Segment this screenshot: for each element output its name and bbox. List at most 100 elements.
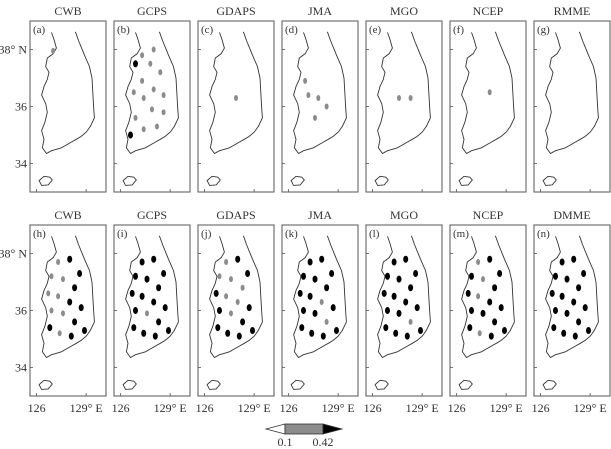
coastline [41,31,95,155]
panel-tag: (b) [117,24,130,36]
panel: GCPS (b) [113,4,191,193]
station-marker [156,318,162,326]
island-outline [458,379,473,390]
station-marker [586,327,591,334]
station-marker [78,304,84,312]
lat-tick-label: 38° N [0,43,27,57]
station-marker [481,276,485,283]
station-marker [151,255,157,263]
station-marker [49,307,54,314]
panel: MGO (e) [365,4,443,193]
panel-title: CWB [54,4,81,18]
station-marker [403,298,409,306]
station-marker [246,304,252,312]
station-marker [301,272,306,280]
panel-frame [281,224,359,397]
station-marker [408,284,414,292]
panel-tag: (d) [285,24,298,36]
coastline [545,31,599,155]
station-marker [397,95,401,101]
station-marker [158,69,163,76]
station-marker [553,307,558,314]
coastline [377,31,431,155]
lon-tick-label: 126 [28,401,46,415]
colorbar-mid [284,423,324,435]
island-outline [542,175,557,186]
station-marker [56,293,61,300]
station-marker [161,109,166,116]
station-marker [487,298,493,306]
station-marker [549,289,555,297]
panel: MGO (l) [365,208,443,397]
station-marker [229,310,233,317]
station-marker [334,327,339,334]
station-marker [133,114,138,121]
station-marker [393,329,399,337]
station-marker [571,255,577,263]
station-marker [403,255,409,263]
panel-frame [281,20,359,193]
station-marker [476,259,481,265]
station-marker [61,310,65,317]
station-marker [571,298,577,306]
panel-frame [533,20,611,193]
station-marker [306,92,311,99]
station-marker [313,114,317,121]
colorbar-high-end [322,423,344,435]
station-marker [245,270,251,277]
island-outline [374,175,389,186]
station-marker [82,327,87,334]
coastline [545,235,599,359]
panel-tag: (g) [537,24,550,36]
lat-tick-label: 34 [15,361,27,375]
island-outline [206,379,221,390]
station-marker [497,270,503,277]
colorbar-label: 0.1 [278,435,293,449]
station-marker [330,304,336,312]
station-marker [418,327,423,334]
lon-tick-label: 129° E [154,401,187,415]
coastline [125,235,179,359]
station-marker [128,131,133,139]
island-outline [38,175,53,186]
station-marker [140,52,145,59]
station-marker [404,332,410,340]
station-marker [299,324,305,332]
station-marker [72,318,78,326]
station-marker [151,298,157,306]
coastline [461,31,515,155]
station-marker [476,293,481,300]
panel-tag: (f) [453,24,464,36]
lat-tick-label: 36 [15,304,27,318]
coastline [461,235,515,359]
station-marker [391,292,397,300]
panel-frame [29,224,107,397]
station-marker [488,332,494,340]
panel-title: NCEP [473,208,504,222]
station-marker [140,77,145,84]
panel-title: GCPS [137,4,167,18]
panel-frame [365,20,443,193]
station-marker [150,106,154,113]
lon-tick-label: 129° E [70,401,103,415]
axis-labels: 38° N 36 34 38° N 36 34 126 129° E 126 129° E 126 1… [0,43,607,416]
station-marker [234,95,238,101]
station-marker [166,327,171,334]
station-marker [217,273,222,280]
station-marker [61,276,65,283]
station-marker [576,318,582,326]
panel-frame [29,20,107,193]
panel-tag: (c) [201,24,214,36]
station-marker [551,324,557,332]
station-marker [487,89,492,96]
panel: GDAPS (j) [197,208,275,397]
station-marker [224,293,229,300]
station-marker [559,258,565,266]
lon-tick-label: 126 [532,401,550,415]
station-marker [467,324,473,332]
lon-tick-label: 129° E [490,401,523,415]
station-marker [319,299,324,305]
station-marker [161,92,166,99]
station-marker [383,324,389,332]
station-marker [151,46,156,53]
